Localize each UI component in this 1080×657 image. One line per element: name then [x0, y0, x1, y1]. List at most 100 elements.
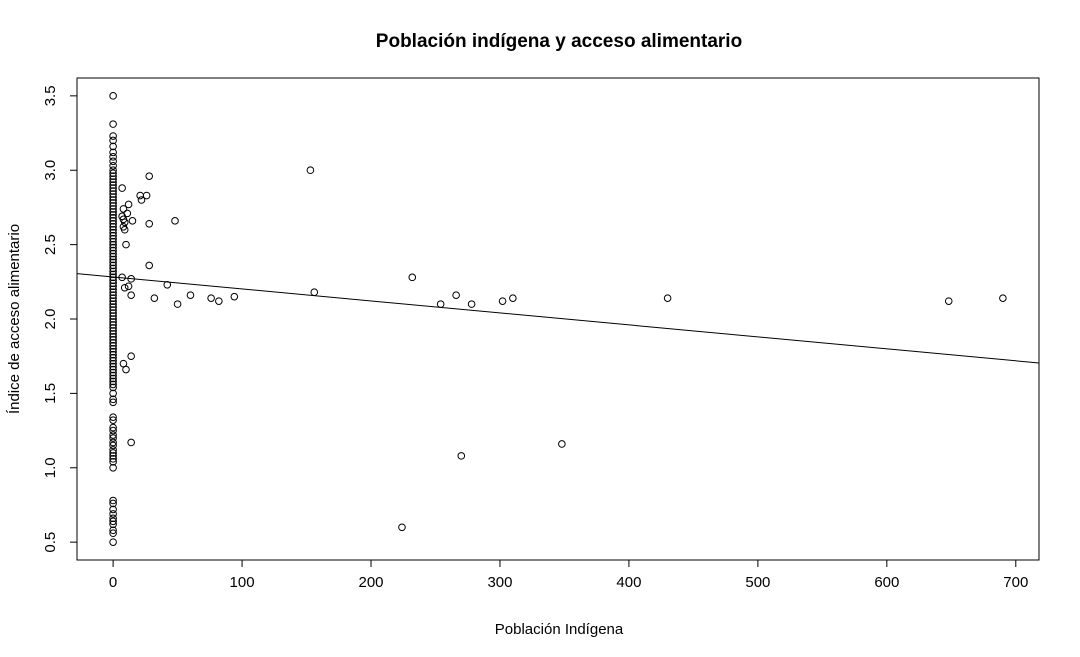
data-point: [150, 294, 159, 302]
data-point: [137, 196, 146, 204]
regression-line-group: [76, 273, 1040, 364]
data-point: [109, 463, 117, 472]
y-tick-label: 1.5: [42, 383, 59, 404]
data-point: [109, 520, 117, 529]
data-point: [163, 280, 172, 289]
x-axis: 0 100 200 300 400 500 600 700: [109, 559, 1028, 591]
data-point: [109, 282, 117, 291]
y-axis: 0.5 1.0 1.5 2.0 2.5 3.0 3.5: [42, 85, 78, 553]
data-point: [109, 258, 117, 267]
data-point: [109, 148, 117, 157]
data-point: [109, 217, 117, 225]
data-point: [558, 440, 566, 448]
data-point: [109, 416, 117, 424]
data-point: [109, 538, 117, 546]
data-point: [186, 291, 195, 299]
data-point: [109, 270, 117, 279]
data-point: [109, 243, 117, 252]
data-point: [109, 362, 117, 371]
data-point: [109, 279, 117, 288]
data-point: [398, 523, 406, 532]
data-point: [109, 438, 117, 447]
data-point: [109, 288, 117, 297]
data-point: [109, 231, 117, 240]
data-point: [109, 261, 117, 270]
data-point: [109, 187, 117, 195]
data-point: [109, 496, 117, 505]
data-point: [120, 225, 129, 234]
data-point: [109, 380, 117, 389]
data-point: [109, 389, 117, 398]
data-point: [109, 267, 117, 276]
data-point: [109, 240, 117, 249]
data-point: [109, 318, 117, 326]
x-tick-label: 500: [745, 574, 770, 591]
data-point: [109, 166, 117, 175]
data-point: [127, 291, 135, 299]
data-point: [109, 517, 117, 526]
chart-title: Población indígena y acceso alimentario: [376, 31, 742, 52]
data-point: [109, 514, 117, 523]
data-point: [123, 209, 132, 218]
data-point: [109, 368, 117, 377]
data-point: [109, 172, 117, 180]
data-point: [142, 191, 151, 200]
data-point: [109, 356, 117, 365]
data-point: [109, 157, 117, 166]
data-point: [124, 200, 133, 209]
data-point: [109, 237, 117, 246]
data-point: [109, 426, 117, 435]
data-point: [109, 374, 117, 383]
data-point: [408, 273, 417, 282]
data-point: [109, 339, 117, 347]
data-point: [109, 297, 117, 305]
data-point: [109, 441, 117, 450]
data-point: [120, 218, 129, 227]
data-point: [109, 353, 117, 362]
data-point: [452, 291, 460, 299]
data-point: [207, 294, 215, 302]
data-point: [109, 312, 117, 320]
data-point: [663, 294, 672, 302]
data-point: [109, 169, 117, 178]
data-point: [109, 423, 117, 432]
data-point: [109, 178, 117, 186]
data-point: [109, 377, 117, 386]
data-point: [109, 208, 117, 216]
data-point: [109, 214, 117, 222]
y-axis-label: Índice de acceso alimentario: [6, 224, 23, 414]
data-point: [109, 205, 117, 213]
data-point: [109, 510, 117, 518]
data-point: [109, 359, 117, 368]
data-point: [109, 333, 117, 341]
data-point: [145, 172, 154, 180]
data-point: [109, 365, 117, 374]
y-tick-label: 3.5: [42, 85, 59, 106]
data-point: [109, 452, 117, 460]
data-point: [109, 309, 117, 317]
data-point: [128, 217, 137, 225]
data-point: [109, 190, 117, 198]
data-point: [109, 341, 117, 350]
data-point: [109, 184, 117, 192]
data-point: [109, 431, 117, 439]
data-point: [109, 315, 117, 323]
data-point: [109, 142, 117, 151]
data-point: [109, 413, 117, 421]
data-point: [109, 285, 117, 294]
data-point: [109, 175, 117, 183]
data-point: [109, 255, 117, 264]
data-point: [109, 499, 117, 508]
data-point: [109, 202, 117, 210]
y-tick-label: 0.5: [42, 532, 59, 553]
data-point: [109, 225, 117, 234]
data-point: [109, 344, 117, 353]
x-tick-label: 700: [1003, 574, 1028, 591]
x-tick-label: 300: [487, 574, 512, 591]
data-point: [145, 261, 154, 270]
y-tick-label: 1.0: [42, 457, 59, 478]
data-point: [124, 282, 133, 291]
data-point: [230, 292, 239, 301]
regression-line: [76, 273, 1040, 364]
data-point: [109, 306, 117, 314]
